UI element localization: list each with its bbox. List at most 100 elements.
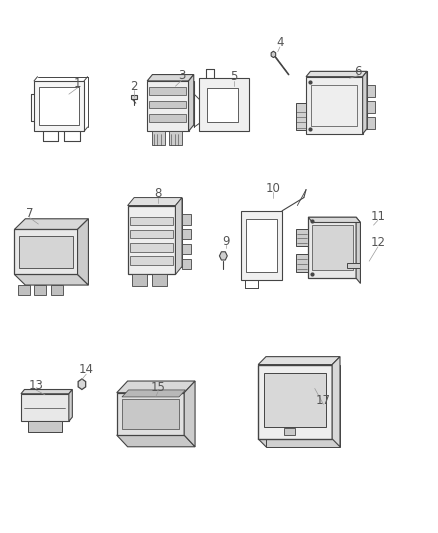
Polygon shape — [134, 198, 182, 266]
Bar — [182, 244, 191, 254]
Bar — [169, 131, 182, 144]
Circle shape — [248, 233, 255, 241]
Polygon shape — [176, 198, 182, 274]
Polygon shape — [34, 285, 46, 295]
Bar — [149, 87, 186, 95]
Bar — [132, 274, 147, 286]
Polygon shape — [147, 81, 188, 131]
Polygon shape — [207, 88, 238, 122]
Polygon shape — [266, 365, 340, 447]
Circle shape — [201, 91, 206, 98]
Polygon shape — [14, 229, 78, 274]
Polygon shape — [18, 285, 30, 295]
Bar — [152, 274, 167, 286]
Text: 1: 1 — [74, 77, 81, 90]
Bar — [149, 114, 186, 122]
Polygon shape — [21, 390, 72, 394]
Circle shape — [342, 262, 348, 269]
Text: 15: 15 — [151, 381, 166, 394]
Circle shape — [259, 430, 265, 437]
Polygon shape — [271, 51, 276, 58]
Bar — [284, 428, 295, 434]
Bar — [152, 131, 165, 144]
Text: 6: 6 — [354, 65, 362, 78]
Polygon shape — [246, 219, 277, 272]
Polygon shape — [258, 365, 332, 439]
Bar — [367, 85, 375, 97]
Polygon shape — [199, 78, 250, 131]
Polygon shape — [356, 217, 360, 284]
Text: 7: 7 — [26, 207, 33, 220]
Polygon shape — [306, 77, 363, 134]
Text: 3: 3 — [178, 69, 186, 82]
Polygon shape — [347, 263, 360, 268]
Text: 2: 2 — [131, 80, 138, 93]
Polygon shape — [117, 381, 195, 393]
Polygon shape — [14, 274, 88, 285]
Polygon shape — [78, 219, 88, 285]
Polygon shape — [147, 75, 194, 81]
Text: 5: 5 — [230, 70, 238, 83]
Polygon shape — [39, 87, 79, 125]
Polygon shape — [308, 217, 356, 278]
Bar — [367, 101, 375, 113]
Polygon shape — [152, 81, 194, 125]
Bar — [182, 214, 191, 224]
Circle shape — [80, 382, 84, 387]
Circle shape — [240, 100, 249, 110]
Polygon shape — [363, 71, 367, 134]
Polygon shape — [258, 439, 340, 447]
Bar — [130, 256, 173, 265]
Text: 9: 9 — [222, 235, 229, 247]
Bar — [149, 101, 186, 109]
Circle shape — [325, 430, 331, 437]
Polygon shape — [184, 381, 195, 447]
Polygon shape — [131, 95, 137, 99]
Text: 10: 10 — [266, 182, 281, 195]
Bar — [264, 373, 326, 427]
Bar — [130, 243, 173, 252]
Text: 4: 4 — [276, 36, 284, 49]
Bar — [182, 229, 191, 239]
Bar — [297, 103, 306, 130]
Bar — [122, 399, 179, 429]
Polygon shape — [188, 75, 194, 131]
Circle shape — [259, 366, 265, 374]
Polygon shape — [127, 206, 176, 274]
Text: 12: 12 — [371, 236, 385, 249]
Bar — [130, 216, 173, 225]
Bar — [296, 254, 308, 272]
Text: 14: 14 — [79, 364, 94, 376]
Bar — [312, 225, 353, 270]
Bar — [311, 85, 357, 126]
Text: 8: 8 — [154, 187, 162, 200]
Polygon shape — [69, 390, 72, 421]
Polygon shape — [78, 379, 86, 390]
Bar — [19, 236, 73, 268]
Polygon shape — [14, 219, 88, 229]
Polygon shape — [21, 394, 69, 421]
Circle shape — [201, 117, 206, 124]
Bar — [182, 259, 191, 269]
Text: 13: 13 — [29, 379, 44, 392]
Polygon shape — [51, 285, 63, 295]
Polygon shape — [219, 252, 227, 260]
Bar — [367, 117, 375, 128]
Bar — [28, 421, 62, 432]
Polygon shape — [258, 357, 340, 365]
Polygon shape — [241, 211, 282, 280]
Bar — [296, 229, 308, 246]
Polygon shape — [311, 71, 367, 128]
Polygon shape — [308, 217, 360, 222]
Bar — [130, 230, 173, 238]
Polygon shape — [122, 390, 185, 397]
Polygon shape — [127, 198, 182, 206]
Polygon shape — [117, 393, 184, 435]
Circle shape — [325, 366, 331, 374]
Text: 17: 17 — [316, 393, 331, 407]
Polygon shape — [34, 81, 84, 131]
Circle shape — [248, 260, 255, 268]
Polygon shape — [117, 435, 195, 447]
Polygon shape — [306, 71, 367, 77]
Polygon shape — [332, 357, 340, 447]
